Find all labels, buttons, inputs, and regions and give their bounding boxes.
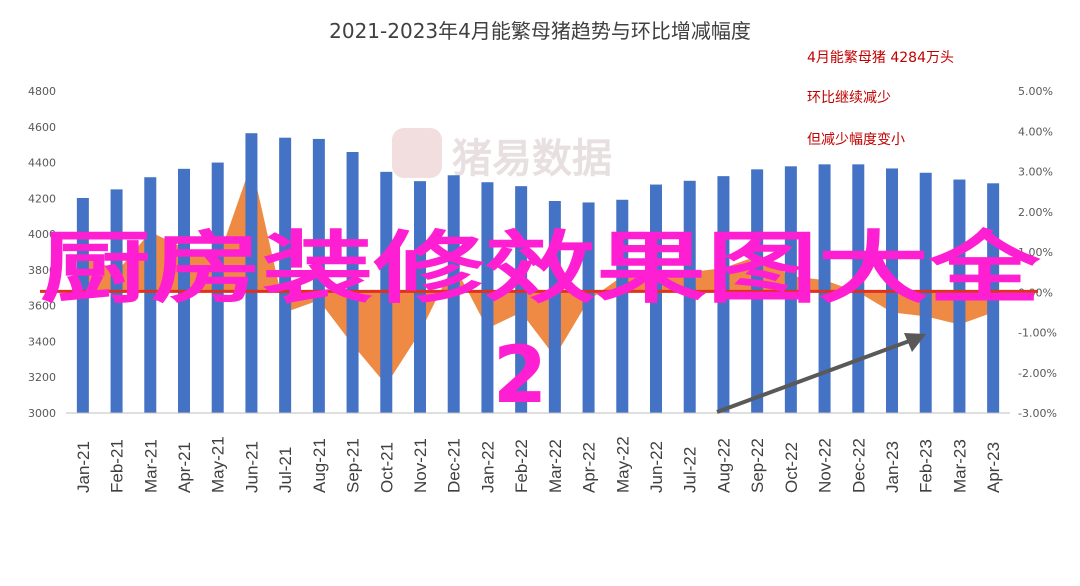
x-tick-label: Jun-22 <box>647 441 666 493</box>
x-tick-label: Dec-21 <box>445 438 464 493</box>
x-tick-label: Apr-22 <box>580 442 599 493</box>
annotations: 4月能繁母猪 4284万头 环比继续减少 但减少幅度变小 <box>807 50 954 148</box>
bar <box>279 137 292 413</box>
x-tick-label: Jan-22 <box>478 441 497 493</box>
bar <box>818 164 831 413</box>
sow-inventory-bars <box>76 133 1000 414</box>
bar <box>548 201 561 413</box>
bar <box>784 166 797 413</box>
x-tick-label: Apr-21 <box>175 442 194 493</box>
bar <box>616 199 629 413</box>
bar <box>447 175 460 413</box>
x-tick-label: Jun-21 <box>242 441 261 493</box>
y-left-tick-label: 4200 <box>28 192 56 205</box>
x-tick-label: Sep-21 <box>344 438 363 493</box>
x-tick-label: May-22 <box>613 436 632 493</box>
y-right-tick-label: 1.00% <box>1018 246 1053 259</box>
annotation-2: 环比继续减少 <box>807 89 891 106</box>
y-right-tick-label: 4.00% <box>1018 125 1053 138</box>
x-tick-label: Jan-21 <box>74 441 93 493</box>
x-tick-label: May-21 <box>209 436 228 493</box>
x-tick-label: Aug-21 <box>310 438 329 493</box>
bar <box>683 180 696 413</box>
y-right-tick-label: 5.00% <box>1018 85 1053 98</box>
x-tick-label: Jul-21 <box>276 447 295 493</box>
bar <box>987 183 1000 413</box>
trend-arrow-head <box>904 333 926 352</box>
bar <box>852 164 865 413</box>
watermark-text: 猪易数据 <box>452 136 612 182</box>
y-left-tick-label: 4800 <box>28 85 56 98</box>
y-left-tick-label: 4400 <box>28 157 56 170</box>
x-tick-label: Nov-22 <box>816 438 835 493</box>
annotation-3: 但减少幅度变小 <box>807 132 905 148</box>
axes: 3000 3200 3400 3600 3800 4000 4200 4400 4600 4800… <box>28 85 1057 493</box>
watermark: 猪易数据 <box>392 128 612 182</box>
bar <box>515 186 528 413</box>
bar <box>346 152 359 414</box>
y-left-tick-label: 3800 <box>28 264 56 277</box>
mom-change-area <box>82 163 994 385</box>
bar <box>650 184 662 413</box>
y-right-tick-label: -3.00% <box>1018 407 1057 420</box>
x-tick-label: Aug-22 <box>714 438 733 493</box>
mom-change-area-shape <box>82 163 994 385</box>
x-tick-label: Feb-22 <box>512 439 531 493</box>
bar <box>245 133 258 413</box>
x-tick-label: Feb-21 <box>108 439 127 493</box>
bar <box>211 162 224 413</box>
x-tick-label: Nov-21 <box>411 438 430 493</box>
x-tick-label: Dec-22 <box>849 438 868 493</box>
x-tick-label: Sep-22 <box>748 438 767 493</box>
trend-arrow <box>716 333 926 414</box>
y-left-tick-label: 3000 <box>28 407 56 420</box>
bar <box>76 197 89 413</box>
x-tick-label: Jan-23 <box>883 441 902 493</box>
x-tick-label: Mar-21 <box>141 439 160 493</box>
y-left-tick-label: 4600 <box>28 121 56 134</box>
y-left-tick-label: 3400 <box>28 335 56 348</box>
overlay-line-2: 2 <box>493 331 547 421</box>
trend-arrow-shaft <box>716 338 913 414</box>
bar <box>919 172 932 413</box>
y-right-tick-label: -2.00% <box>1018 367 1057 380</box>
y-right-tick-label: -1.00% <box>1018 327 1057 340</box>
bar <box>414 181 426 413</box>
bar <box>582 202 595 413</box>
overlay-text: 厨房装修效果图大全 2 <box>40 224 1041 421</box>
x-tick-label: Mar-22 <box>546 439 565 493</box>
x-tick-label: Oct-21 <box>377 442 396 493</box>
annotation-1: 4月能繁母猪 4284万头 <box>807 50 954 66</box>
bar <box>312 138 325 414</box>
y-left-tick-label: 4000 <box>28 228 56 241</box>
bar <box>717 176 730 413</box>
y-left-tick-label: 3200 <box>28 371 56 384</box>
bar <box>481 182 494 413</box>
y-left-tick-label: 3600 <box>28 300 56 313</box>
x-tick-label: Oct-22 <box>782 442 801 493</box>
bar <box>953 179 966 413</box>
overlay-line-1: 厨房装修效果图大全 <box>40 224 1041 314</box>
x-tick-label: Jul-22 <box>681 447 700 493</box>
y-right-tick-label: 3.00% <box>1018 166 1053 179</box>
x-tick-label: Apr-23 <box>984 442 1003 493</box>
x-tick-label: Mar-23 <box>950 439 969 493</box>
bar <box>110 189 123 413</box>
chart-title: 2021-2023年4月能繁母猪趋势与环比增减幅度 <box>329 19 751 43</box>
bar <box>144 177 157 413</box>
y-right-tick-label: 2.00% <box>1018 206 1053 219</box>
x-tick-label: Feb-23 <box>917 439 936 493</box>
